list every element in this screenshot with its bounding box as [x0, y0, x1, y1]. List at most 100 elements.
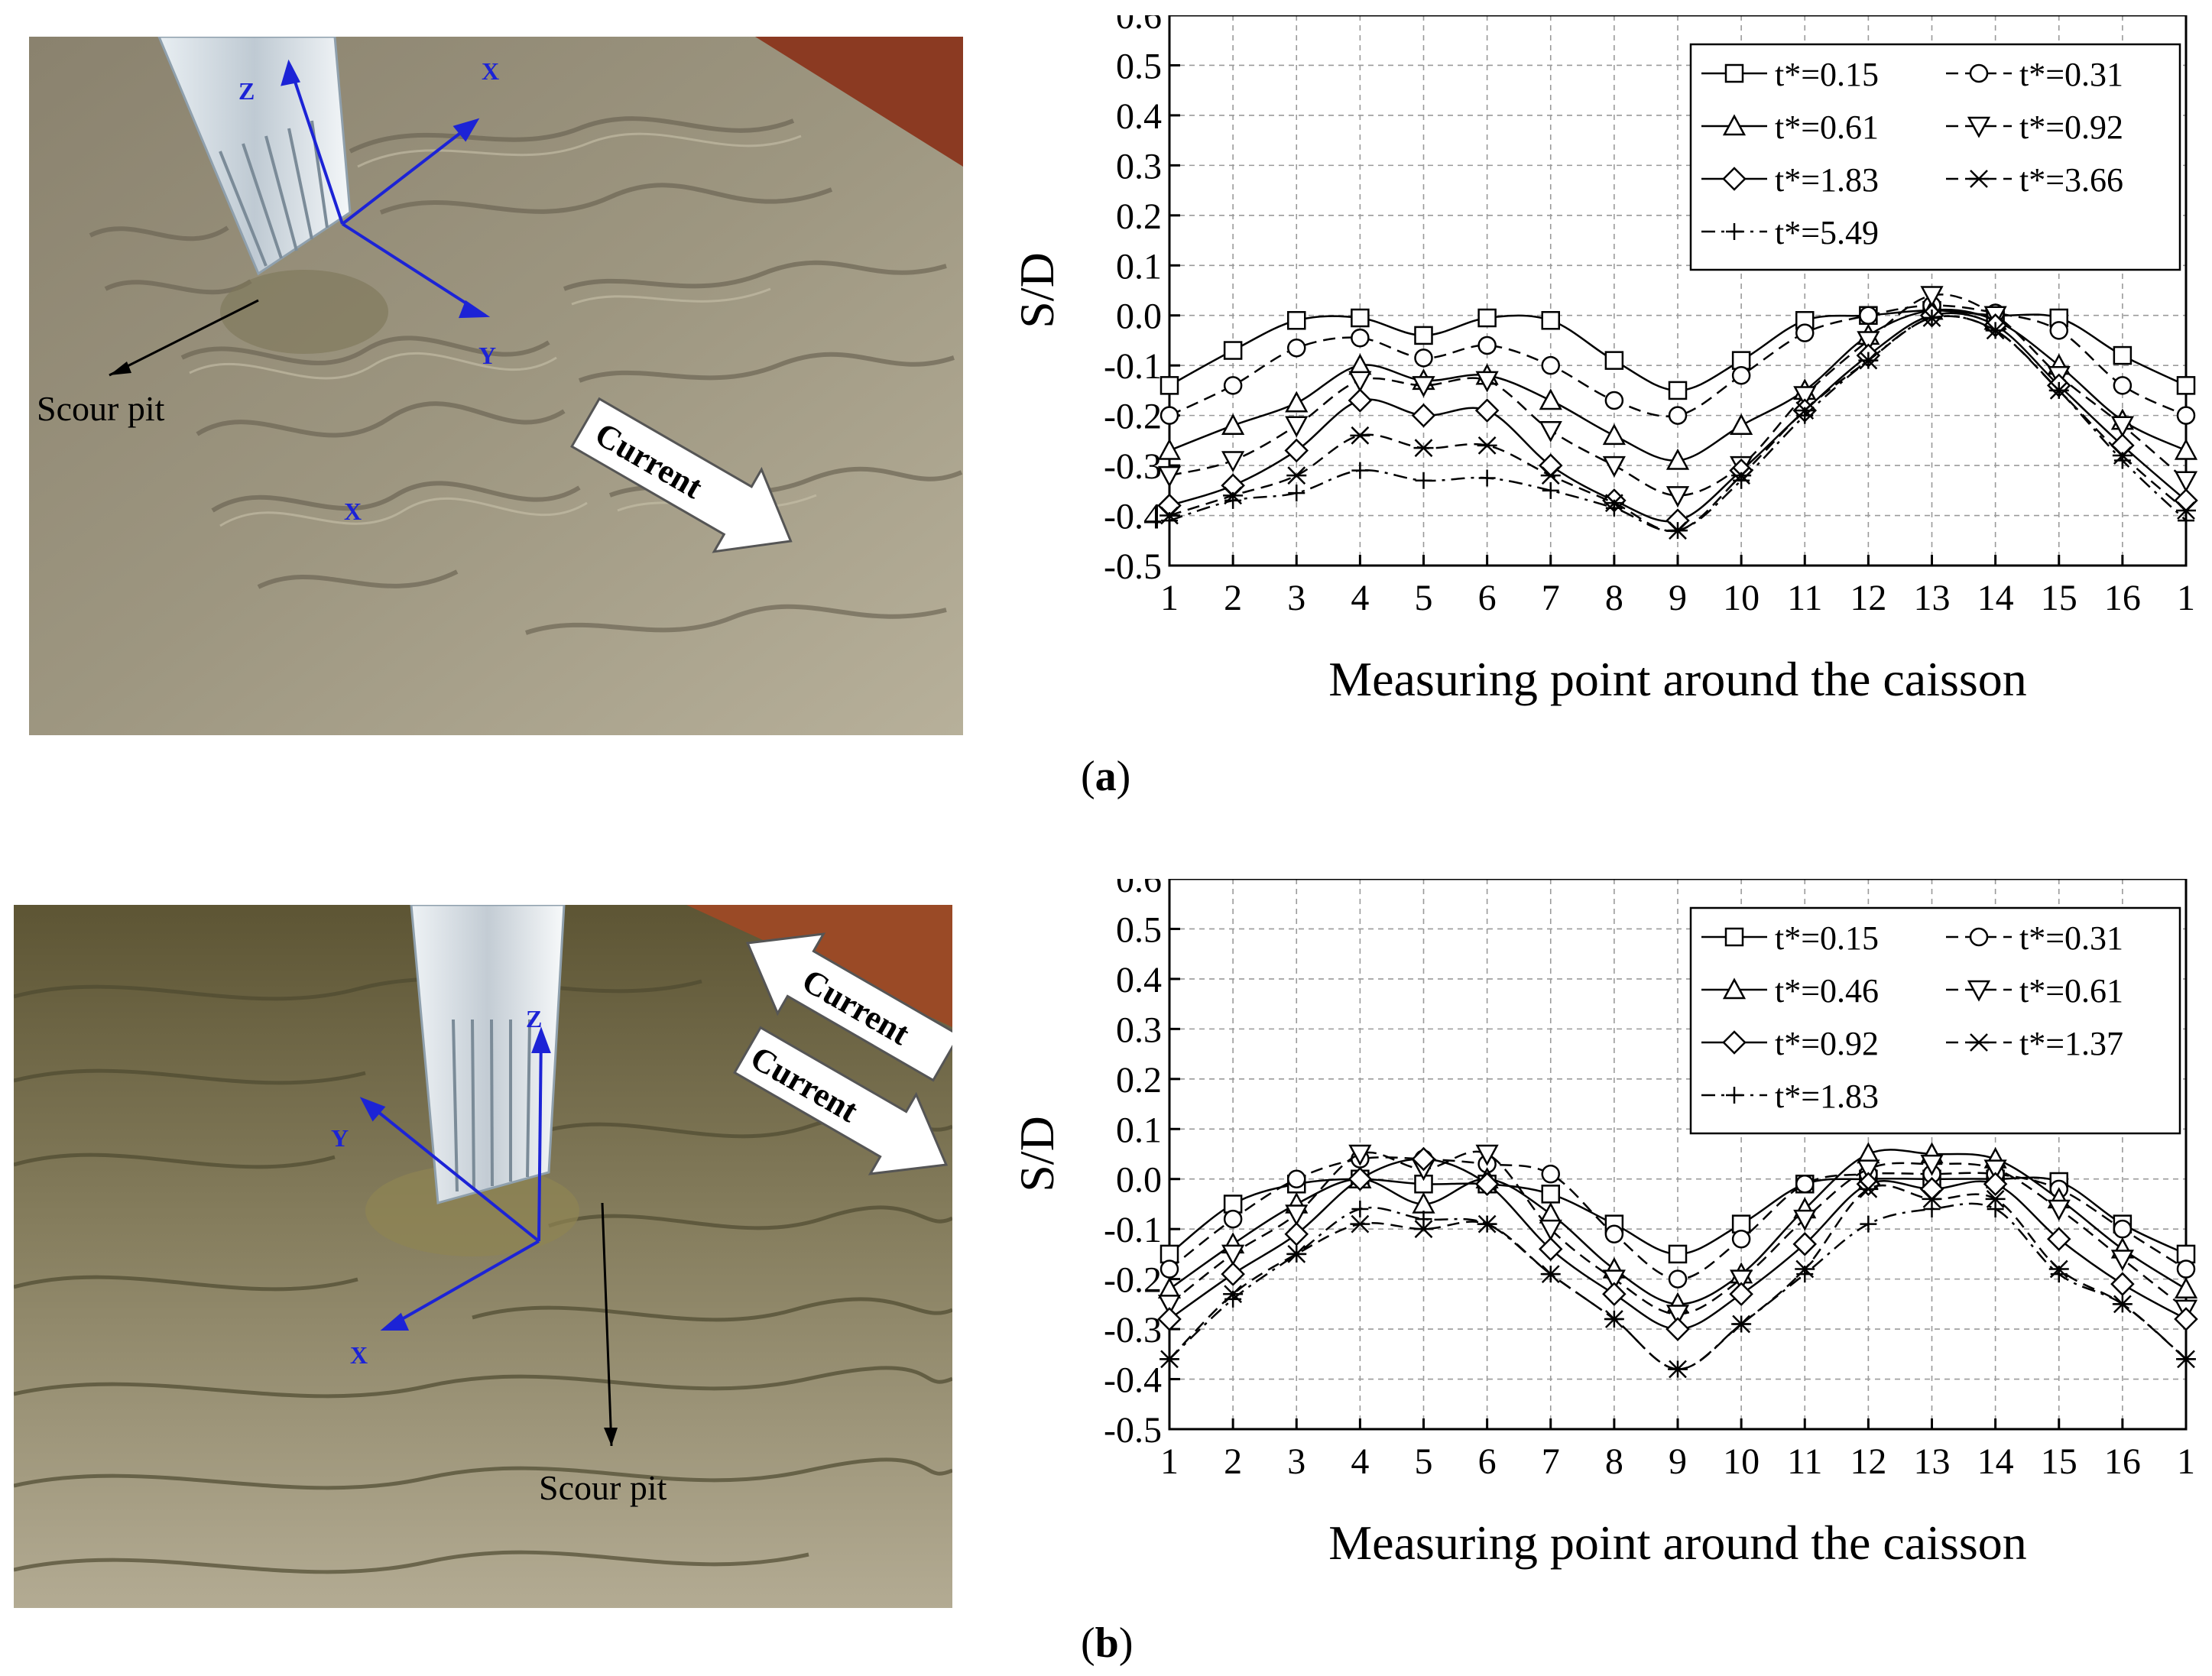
chart-a-data-point [1414, 348, 1433, 368]
chart-a-data-point [1285, 416, 1309, 438]
chart-b-legend-marker [1722, 977, 1747, 1000]
chart-a-legend-marker [1969, 63, 1989, 83]
chart-b-x-tick-label: 15 [2041, 1441, 2077, 1482]
chart-a-data-point [1223, 341, 1243, 360]
chart-b-data-point [1284, 1221, 1309, 1246]
chart-b-legend-box [1689, 906, 2181, 1135]
chart-b-legend-marker [1967, 980, 1991, 1002]
chart-b-y-tick-label: 0.2 [1116, 1060, 1162, 1101]
chart-b-data-point [1922, 1190, 1942, 1208]
chart-a-data-point [1411, 403, 1436, 428]
chart-b-data-point [1730, 1269, 1753, 1292]
chart-a-x-tick-label: 14 [1977, 578, 2014, 618]
chart-a-data-point [1539, 421, 1562, 443]
chart-b-data-point [1413, 1220, 1434, 1239]
chart-a-x-tick-label: 13 [1914, 578, 1951, 618]
chart-a-data-point [2113, 345, 2133, 365]
chart-a-y-tick-label: -0.4 [1104, 497, 1162, 537]
chart-a-y-tick-label: 0.0 [1116, 297, 1162, 337]
chart-a-legend: t*=0.15 t*=0.31 t*=0.61 t*=0.92 t*=1.83 t*=3.… [1689, 43, 2181, 271]
chart-a-y-tick-label: -0.3 [1104, 446, 1162, 487]
chart-b-data-point [1602, 1269, 1626, 1292]
chart-a-legend-label: t*=0.92 [2019, 109, 2123, 146]
chart-b-x-tick-label: 3 [1287, 1441, 1305, 1482]
chart-a-x-tick-label: 9 [1669, 578, 1687, 618]
chart-a-data-point [1160, 406, 1179, 425]
chart-a-data-point [1348, 388, 1373, 413]
chart-a-data-point [1920, 286, 1944, 308]
chart-a-series-2 [1160, 296, 2196, 425]
chart-b-data-point [2178, 1350, 2194, 1368]
chart-b-data-point [2047, 1199, 2071, 1221]
chart-b-data-point [1542, 1266, 1559, 1283]
chart-a-data-point [1605, 499, 1623, 517]
chart-b-data-point [1668, 1244, 1688, 1264]
chart-a-data-point [2110, 416, 2134, 438]
chart-b-legend-item: t*=0.31 [1946, 919, 2123, 957]
chart-b-x-tick-label: 11 [1787, 1441, 1822, 1482]
chart-b-data-point [1348, 1166, 1373, 1191]
scour-pit-area [365, 1165, 579, 1256]
chart-a-data-point [1288, 485, 1305, 502]
chart-a-data-point [1542, 481, 1559, 499]
chart-b-data-point [1285, 1204, 1309, 1227]
chart-a-x-tick-label: 4 [1351, 578, 1369, 618]
chart-b-legend-label: t*=1.83 [1775, 1078, 1879, 1115]
chart-b-data-point [1602, 1282, 1627, 1307]
chart-b-legend-item: t*=1.37 [1946, 1025, 2123, 1062]
chart-b-legend-label: t*=0.15 [1775, 919, 1879, 957]
chart-a-y-tick-label: 0.3 [1116, 146, 1162, 186]
chart-b-data-point [1478, 1215, 1496, 1233]
chart-a-legend-label: t*=5.49 [1775, 214, 1879, 251]
chart-a-data-point [1540, 466, 1561, 485]
panel-b-sand-photo: Z Y X Scour pit Current Current [14, 905, 952, 1608]
caisson-model [410, 905, 566, 1204]
chart-b-data-point [1795, 1175, 1815, 1194]
chart-a-data-point [1351, 308, 1370, 328]
chart-a-data-point [1287, 339, 1306, 358]
scour-pit-arrow [109, 299, 259, 377]
chart-b-legend-marker [1969, 927, 1989, 947]
chart-b-legend-marker [1724, 927, 1744, 947]
chart-b-series-line [1169, 1184, 2187, 1370]
chart-a-data-point [1857, 331, 1880, 353]
chart-a-y-tick-label: 0.1 [1116, 246, 1162, 287]
chart-a-data-point [1285, 391, 1309, 413]
chart-a-data-point [1477, 308, 1497, 328]
chart-b-data-point [1541, 1164, 1560, 1184]
chart-a-data-point [1793, 386, 1817, 408]
chart-b-data-point [1157, 1307, 1182, 1331]
chart-a-data-point [1733, 472, 1750, 489]
chart-a-data-point [1604, 391, 1624, 410]
chart-a-data-point [1412, 376, 1435, 397]
chart-a-data-point [1477, 336, 1497, 355]
chart-a-x-tick-label: 6 [1478, 578, 1497, 618]
chart-a-data-point [2050, 381, 2068, 399]
chart-b-data-point [1604, 1224, 1624, 1243]
chart-b-legend-marker [1969, 1033, 1989, 1052]
chart-b-x-tick-label: 14 [1977, 1441, 2014, 1482]
chart-a-data-point [1541, 355, 1560, 375]
chart-b-data-point [1541, 1185, 1560, 1204]
chart-a-x-tick-label: 15 [2041, 578, 2077, 618]
axis-x-label: X [350, 1341, 368, 1369]
chart-b-data-point [1920, 1154, 1944, 1176]
chart-a-data-point [1161, 512, 1178, 530]
chart-b-data-point [2174, 1307, 2198, 1331]
chart-b-data-point [1987, 1201, 2004, 1217]
chart-b-legend: t*=0.15 t*=0.31 t*=0.46 t*=0.61 t*=0.92 t*=1.… [1689, 906, 2181, 1135]
chart-a-data-point [1414, 326, 1433, 345]
chart-a-x-tick-label: 12 [1850, 578, 1886, 618]
chart-a-legend-marker [1722, 167, 1747, 191]
chart-b-data-point [1475, 1144, 1499, 1166]
chart-b-y-tick-label: -0.2 [1104, 1260, 1162, 1301]
chart-a-data-point [1350, 426, 1370, 445]
chart-a-series-line [1169, 304, 2187, 417]
chart-b-y-tick-label: 0.0 [1116, 1160, 1162, 1201]
chart-b-data-point [1857, 1159, 1880, 1182]
chart-a-legend-label: t*=0.15 [1775, 56, 1879, 93]
chart-a-data-point [2174, 471, 2198, 493]
chart-a-legend-item: t*=3.66 [1946, 161, 2123, 199]
chart-a-legend-marker [1722, 114, 1747, 136]
chart-b-x-tick-label: 12 [1850, 1441, 1886, 1482]
